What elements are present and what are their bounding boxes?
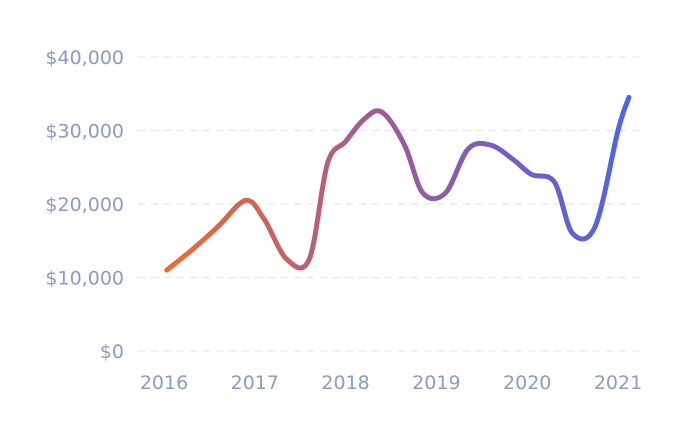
y-axis-tick-labels: $0 $10,000 $20,000 $30,000 $40,000 xyxy=(45,47,124,363)
y-tick-label: $40,000 xyxy=(45,47,124,69)
y-tick-label: $30,000 xyxy=(45,121,124,143)
x-tick-label: 2019 xyxy=(412,372,460,394)
grid-lines xyxy=(138,56,642,352)
series-line xyxy=(164,94,632,273)
series-layer xyxy=(164,94,632,273)
x-tick-label: 2020 xyxy=(503,372,551,394)
x-tick-label: 2017 xyxy=(231,372,279,394)
x-tick-label: 2018 xyxy=(321,372,369,394)
y-tick-label: $10,000 xyxy=(45,268,124,290)
y-tick-label: $0 xyxy=(100,341,124,363)
x-tick-label: 2021 xyxy=(594,372,642,394)
x-axis-tick-labels: 2016 2017 2018 2019 2020 2021 xyxy=(140,372,642,394)
y-tick-label: $20,000 xyxy=(45,194,124,216)
x-tick-label: 2016 xyxy=(140,372,188,394)
